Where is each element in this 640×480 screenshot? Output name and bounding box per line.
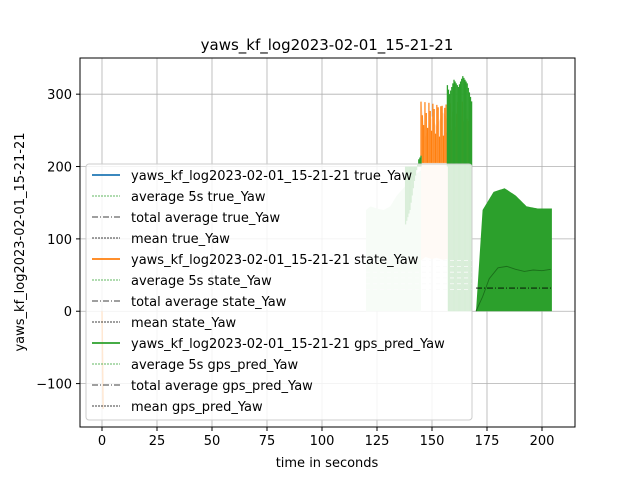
legend-label: average 5s true_Yaw	[131, 190, 266, 205]
ticks: 0 25 50 75 100 125 150 175 200 −100 0 100 200 300	[36, 88, 554, 449]
legend-label: yaws_kf_log2023-02-01_15-21-21 state_Yaw	[131, 253, 419, 268]
legend-label: mean state_Yaw	[131, 316, 237, 331]
chart-title: yaws_kf_log2023-02-01_15-21-21	[201, 36, 454, 55]
x-tick-label: 0	[98, 434, 106, 449]
gps-pred-yaw-block	[476, 188, 552, 312]
x-tick-label: 100	[310, 434, 335, 449]
y-tick-label: −100	[36, 378, 72, 393]
legend-label: mean gps_pred_Yaw	[131, 400, 263, 415]
y-tick-label: 200	[47, 161, 72, 176]
average-5s-gps-pred-yaw-line	[475, 265, 551, 312]
y-tick-label: 300	[47, 88, 72, 103]
legend-label: total average gps_pred_Yaw	[131, 379, 313, 394]
y-tick-label: 100	[47, 233, 72, 248]
legend-label: yaws_kf_log2023-02-01_15-21-21 gps_pred_…	[131, 337, 445, 352]
x-tick-label: 150	[420, 434, 445, 449]
legend-label: total average true_Yaw	[131, 211, 281, 226]
legend-label: average 5s state_Yaw	[131, 274, 272, 289]
plot-frame	[79, 57, 576, 428]
x-tick-label: 200	[530, 434, 555, 449]
legend-label: average 5s gps_pred_Yaw	[131, 358, 298, 373]
y-tick-label: 0	[64, 305, 72, 320]
legend: yaws_kf_log2023-02-01_15-21-21 true_Yawa…	[85, 163, 473, 421]
x-axis-title: time in seconds	[276, 456, 379, 471]
x-tick-label: 25	[149, 434, 166, 449]
legend-box	[85, 163, 473, 421]
y-axis-title: yaws_kf_log2023-02-01_15-21-21	[13, 132, 28, 351]
x-tick-label: 125	[365, 434, 390, 449]
legend-label: mean true_Yaw	[131, 232, 230, 247]
x-tick-label: 75	[259, 434, 276, 449]
legend-label: yaws_kf_log2023-02-01_15-21-21 true_Yaw	[131, 169, 412, 184]
x-tick-label: 50	[204, 434, 221, 449]
x-tick-label: 175	[475, 434, 500, 449]
legend-label: total average state_Yaw	[131, 295, 287, 310]
